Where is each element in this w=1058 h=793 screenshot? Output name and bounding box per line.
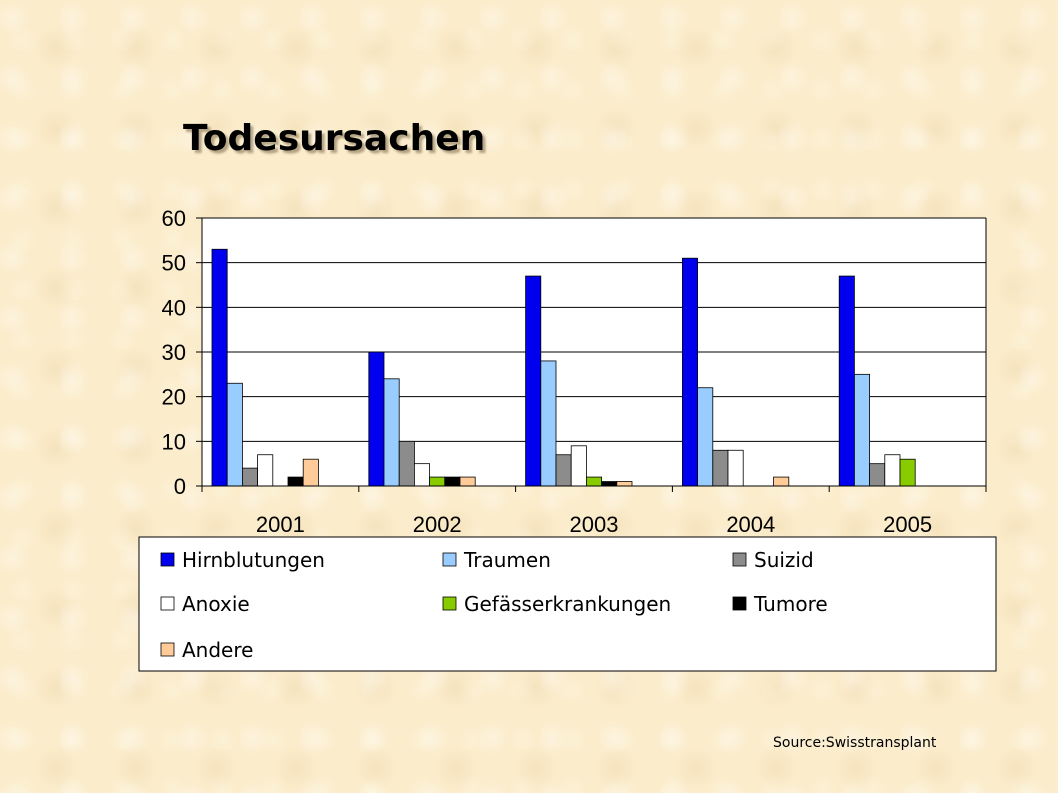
bar-traumen-2003	[540, 360, 557, 487]
legend-label: Traumen	[463, 548, 551, 572]
legend-swatch	[732, 552, 747, 567]
bar-hirnblutungen-2002	[368, 351, 385, 487]
chart-title: Todesursachen	[183, 118, 486, 159]
bar-suizid-2004	[712, 449, 729, 487]
bar-hirnblutungen-2004	[682, 257, 699, 487]
y-tick-label: 60	[162, 206, 186, 231]
bar-traumen-2002	[383, 378, 400, 487]
bar-suizid-2002	[398, 440, 415, 487]
bar-anoxie-2002	[413, 463, 430, 487]
legend-swatch	[160, 642, 175, 657]
bar-traumen-2004	[697, 387, 714, 487]
bar-tumore-2002	[444, 476, 461, 487]
y-tick-label: 0	[174, 474, 186, 499]
bar-hirnblutungen-2001	[211, 248, 228, 487]
bar-suizid-2005	[869, 463, 886, 487]
legend-swatch	[732, 596, 747, 611]
legend-label: Anoxie	[182, 592, 250, 616]
legend-label: Suizid	[754, 548, 814, 572]
bar-hirnblutungen-2003	[525, 275, 542, 487]
bar-andere-2004	[773, 476, 790, 487]
bar-hirnblutungen-2005	[838, 275, 855, 487]
bar-andere-2002	[459, 476, 476, 487]
x-tick-label: 2003	[570, 512, 619, 537]
bar-gefässerkrankungen-2002	[429, 476, 446, 487]
x-tick-label: 2004	[726, 512, 775, 537]
legend-box	[138, 536, 997, 672]
legend-swatch	[160, 552, 175, 567]
x-tick-label: 2005	[883, 512, 932, 537]
x-tick-label: 2001	[256, 512, 305, 537]
y-tick-label: 20	[162, 385, 186, 410]
y-tick-label: 40	[162, 295, 186, 320]
bar-traumen-2001	[226, 382, 243, 487]
legend-swatch	[442, 552, 457, 567]
bar-andere-2001	[302, 458, 319, 487]
bar-anoxie-2005	[884, 454, 901, 487]
bar-traumen-2005	[854, 373, 871, 487]
bar-tumore-2003	[601, 481, 618, 487]
bar-anoxie-2004	[727, 449, 744, 487]
legend-label: Hirnblutungen	[182, 548, 325, 572]
legend-label: Andere	[182, 638, 253, 662]
y-axis-ticks: 0 10 20 30 40 50 60	[162, 206, 202, 499]
y-tick-label: 50	[162, 251, 186, 276]
y-tick-label: 10	[162, 429, 186, 454]
bar-suizid-2003	[555, 454, 572, 487]
bar-andere-2003	[616, 481, 633, 487]
y-tick-label: 30	[162, 340, 186, 365]
bar-tumore-2001	[287, 476, 304, 487]
legend: Hirnblutungen Traumen Suizid Anoxie Gefässer…	[138, 536, 997, 672]
legend-label: Gefässerkrankungen	[464, 592, 671, 616]
bar-anoxie-2001	[257, 454, 274, 487]
legend-swatch	[160, 596, 175, 611]
x-tick-label: 2002	[413, 512, 462, 537]
bar-anoxie-2003	[570, 445, 587, 487]
source-note: Source:Swisstransplant	[773, 735, 937, 751]
bars	[211, 248, 916, 487]
legend-label: Tumore	[753, 592, 828, 616]
x-axis-ticks: 2001 2002 2003 2004 2005	[201, 486, 987, 537]
bar-suizid-2001	[241, 467, 258, 487]
bar-gefässerkrankungen-2005	[899, 458, 916, 487]
bar-gefässerkrankungen-2003	[586, 476, 603, 487]
legend-swatch	[442, 596, 457, 611]
